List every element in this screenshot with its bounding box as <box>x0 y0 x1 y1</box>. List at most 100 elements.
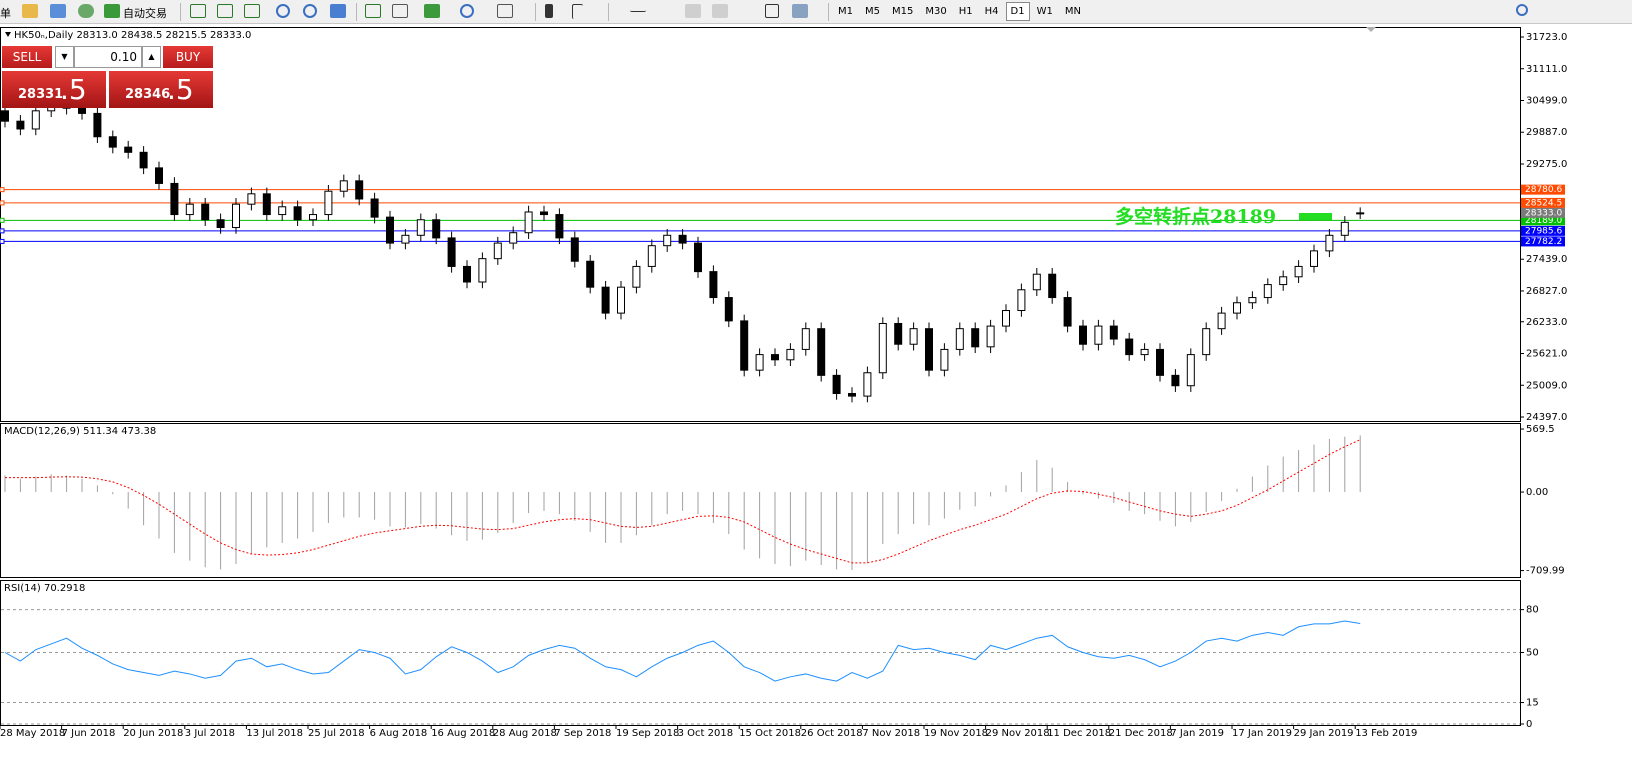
timeframe-button[interactable]: M1 <box>838 6 853 17</box>
icon[interactable] <box>712 4 728 18</box>
icon[interactable] <box>365 4 381 18</box>
crosshair[interactable] <box>572 4 583 19</box>
candle-body <box>755 354 764 371</box>
x-tick-label: 3 Jul 2018 <box>185 728 235 739</box>
separator <box>535 3 536 21</box>
menu-label[interactable]: 单 <box>0 7 11 20</box>
bid-price[interactable]: 28331 .5 <box>2 71 106 108</box>
timeframe-button[interactable]: M5 <box>865 6 880 17</box>
x-tick-label: 3 Oct 2018 <box>678 728 733 739</box>
candle-body <box>293 206 302 221</box>
toolbar: 单 自动交易 M1 M5 M15 M30 H1 H4 D1 W1 MN <box>0 0 1632 24</box>
icon[interactable] <box>78 4 94 18</box>
timeframe-button[interactable]: W1 <box>1036 6 1053 17</box>
ask-price[interactable]: 28346 .5 <box>109 71 213 108</box>
x-tick-label: 13 Feb 2019 <box>1355 728 1417 739</box>
candle-body <box>1032 273 1041 291</box>
candle-body <box>1263 284 1272 299</box>
icon[interactable] <box>424 4 440 18</box>
candle-body <box>1109 325 1118 340</box>
y-tick-label: 29275.0 <box>1526 159 1567 170</box>
level-label-bg <box>1521 225 1565 236</box>
candle-body <box>78 107 86 114</box>
level-label: 27782.2 <box>1525 237 1562 247</box>
volume-up[interactable]: ▲ <box>142 46 161 68</box>
y-tick-label: 80 <box>1526 605 1539 616</box>
icon[interactable] <box>792 4 808 18</box>
candle-body <box>740 320 749 371</box>
candle-body <box>724 297 733 322</box>
main-panel <box>0 27 1521 422</box>
candle-body <box>632 265 641 288</box>
volume-input[interactable]: 0.10 <box>74 46 142 68</box>
timeframe-button[interactable]: M30 <box>925 6 947 17</box>
candle-body <box>1079 325 1087 345</box>
order-panel: SELL ▼ 0.10 ▲ BUY 28331 .5 28346 .5 <box>2 46 213 108</box>
vertical-line[interactable] <box>608 3 609 21</box>
cursor[interactable] <box>545 4 553 18</box>
candle-body <box>647 245 656 267</box>
x-tick-label: 7 Jun 2018 <box>62 728 116 739</box>
icon[interactable] <box>392 4 408 18</box>
icon[interactable] <box>330 4 346 18</box>
y-tick-label: 26233.0 <box>1526 317 1567 328</box>
candle-body <box>940 348 949 371</box>
candle-body <box>925 328 933 371</box>
x-tick-label: 11 Dec 2018 <box>1047 728 1111 739</box>
candle-body <box>878 322 887 374</box>
icon[interactable] <box>765 4 779 18</box>
timeframe-button[interactable]: M15 <box>892 6 914 17</box>
icon[interactable] <box>685 4 701 18</box>
x-tick-label: 7 Nov 2018 <box>862 728 920 739</box>
bid-fraction: .5 <box>60 73 87 106</box>
zoom-in[interactable] <box>276 4 290 18</box>
candle-body <box>848 393 856 397</box>
timeframe-button[interactable]: H1 <box>958 6 973 17</box>
candle-body <box>1156 348 1164 376</box>
icon[interactable] <box>497 4 513 18</box>
level-label: 28189.0 <box>1525 216 1562 226</box>
x-tick-label: 20 Jun 2018 <box>123 728 183 739</box>
icon[interactable] <box>217 4 233 18</box>
search[interactable] <box>1516 4 1528 16</box>
autotrade-icon[interactable] <box>104 4 120 18</box>
separator <box>180 3 181 21</box>
level-handle <box>0 187 5 193</box>
timeframe-button[interactable]: D1 <box>1005 2 1030 21</box>
candle-body <box>786 348 795 361</box>
icon[interactable] <box>460 4 474 18</box>
autotrade-label[interactable]: 自动交易 <box>123 7 167 20</box>
y-tick-label: 31111.0 <box>1526 64 1567 75</box>
candle-body <box>1186 354 1195 387</box>
candle-body <box>401 234 410 244</box>
icon[interactable] <box>190 4 206 18</box>
candle-body <box>139 151 148 169</box>
candle-body <box>370 198 379 218</box>
icon[interactable] <box>22 4 38 18</box>
candle-body <box>1048 273 1057 299</box>
rsi-line <box>4 620 1361 682</box>
candle-body <box>1063 297 1072 327</box>
candle-body <box>1202 328 1211 356</box>
volume-down[interactable]: ▼ <box>55 46 74 68</box>
candle-body <box>1017 289 1026 312</box>
icon[interactable] <box>50 4 66 18</box>
x-tick-label: 19 Sep 2018 <box>616 728 679 739</box>
candle-body <box>955 328 964 350</box>
rsi-title: RSI(14) 70.2918 <box>4 583 85 594</box>
candle-body <box>1248 297 1257 304</box>
x-tick-label: 28 Aug 2018 <box>493 728 557 739</box>
zoom-out[interactable] <box>303 4 317 18</box>
timeframe-button[interactable]: H4 <box>984 6 999 17</box>
timeframe-button[interactable]: MN <box>1064 6 1081 17</box>
candle-body <box>216 219 225 229</box>
symbol-marker <box>5 32 11 37</box>
icon[interactable] <box>244 4 260 18</box>
x-tick-label: 25 Jul 2018 <box>308 728 365 739</box>
sell-button[interactable]: SELL <box>2 46 52 68</box>
candle-body <box>540 211 548 216</box>
candle-body <box>586 260 595 288</box>
buy-button[interactable]: BUY <box>163 46 213 68</box>
horizontal-line[interactable] <box>630 4 646 12</box>
chart-title: HK50ₙ,Daily 28313.0 28438.5 28215.5 2833… <box>14 30 251 41</box>
